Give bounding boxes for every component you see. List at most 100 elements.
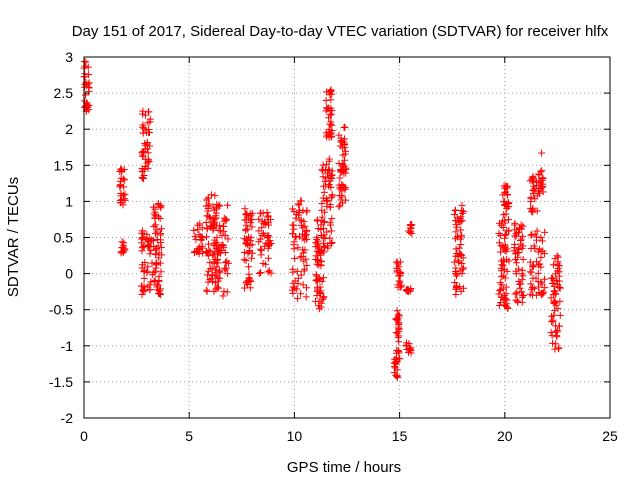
data-point (147, 247, 155, 255)
data-point (515, 277, 523, 285)
data-point (318, 200, 326, 208)
data-point (213, 241, 221, 249)
data-point (312, 276, 320, 284)
data-point (457, 287, 465, 295)
data-point (85, 79, 93, 87)
data-point (151, 267, 159, 275)
data-point (221, 264, 229, 272)
data-point (457, 226, 465, 234)
data-point (118, 196, 126, 204)
data-point (297, 197, 305, 205)
data-point (248, 254, 256, 262)
y-tick-label: -2 (61, 410, 74, 426)
data-point (547, 328, 555, 336)
data-point (149, 237, 157, 245)
data-point (452, 221, 460, 229)
data-point (513, 259, 521, 267)
data-point (288, 286, 296, 294)
data-point (144, 242, 152, 250)
data-point (551, 306, 559, 314)
data-point (393, 373, 401, 381)
data-point (121, 246, 129, 254)
data-point (146, 129, 154, 137)
data-point (296, 253, 304, 261)
data-point (505, 216, 513, 224)
data-point (223, 257, 231, 265)
data-point (204, 207, 212, 215)
data-point (210, 260, 218, 268)
data-point (205, 267, 213, 275)
y-tick-label: 1 (65, 193, 73, 209)
data-point (328, 192, 336, 200)
data-point (119, 191, 127, 199)
data-point (549, 261, 557, 269)
data-point (325, 167, 333, 175)
data-point (248, 241, 256, 249)
data-point (220, 217, 228, 225)
data-point (392, 355, 400, 363)
data-point (530, 189, 538, 197)
data-point (336, 142, 344, 150)
data-point (550, 311, 558, 319)
data-point (207, 191, 215, 199)
data-point (210, 218, 218, 226)
data-point (240, 248, 248, 256)
data-point (497, 221, 505, 229)
data-point (553, 277, 561, 285)
y-tick-label: 2.5 (54, 85, 74, 101)
data-point (516, 284, 524, 292)
data-point (153, 244, 161, 252)
data-point (500, 211, 508, 219)
data-point (547, 294, 555, 302)
data-point (324, 244, 332, 252)
data-point (297, 221, 305, 229)
data-point (216, 227, 224, 235)
data-point (265, 232, 273, 240)
data-point (325, 114, 333, 122)
data-point (502, 247, 510, 255)
data-point (551, 345, 559, 353)
data-point (139, 107, 147, 115)
data-point (143, 269, 151, 277)
data-point (224, 270, 232, 278)
data-point (497, 299, 505, 307)
data-point (258, 231, 266, 239)
data-point (262, 260, 270, 268)
data-point (457, 241, 465, 249)
data-point (150, 222, 158, 230)
data-point (265, 221, 273, 229)
data-point (528, 230, 536, 238)
data-point (151, 221, 159, 229)
data-point (316, 274, 324, 282)
data-point (139, 129, 147, 137)
data-point (153, 286, 161, 294)
data-point (519, 255, 527, 263)
data-point (245, 248, 253, 256)
y-axis-label: SDTVAR / TECUs (5, 177, 22, 297)
data-point (223, 288, 231, 296)
data-point (154, 200, 162, 208)
data-point (205, 200, 213, 208)
data-point (140, 274, 148, 282)
data-point (81, 73, 89, 81)
data-point (501, 184, 509, 192)
data-point (320, 224, 328, 232)
data-point (532, 233, 540, 241)
data-point (338, 191, 346, 199)
data-point (501, 241, 509, 249)
data-point (255, 215, 263, 223)
y-tick-label: 3 (65, 49, 73, 65)
data-point (81, 80, 89, 88)
data-point (203, 286, 211, 294)
data-point (317, 261, 325, 269)
data-point (319, 194, 327, 202)
data-point (327, 227, 335, 235)
data-point (339, 151, 347, 159)
data-point (550, 298, 558, 306)
x-tick-label: 5 (185, 428, 193, 444)
data-point (322, 107, 330, 115)
data-point (537, 234, 545, 242)
data-point (526, 268, 534, 276)
data-point (451, 269, 459, 277)
data-point (258, 217, 266, 225)
